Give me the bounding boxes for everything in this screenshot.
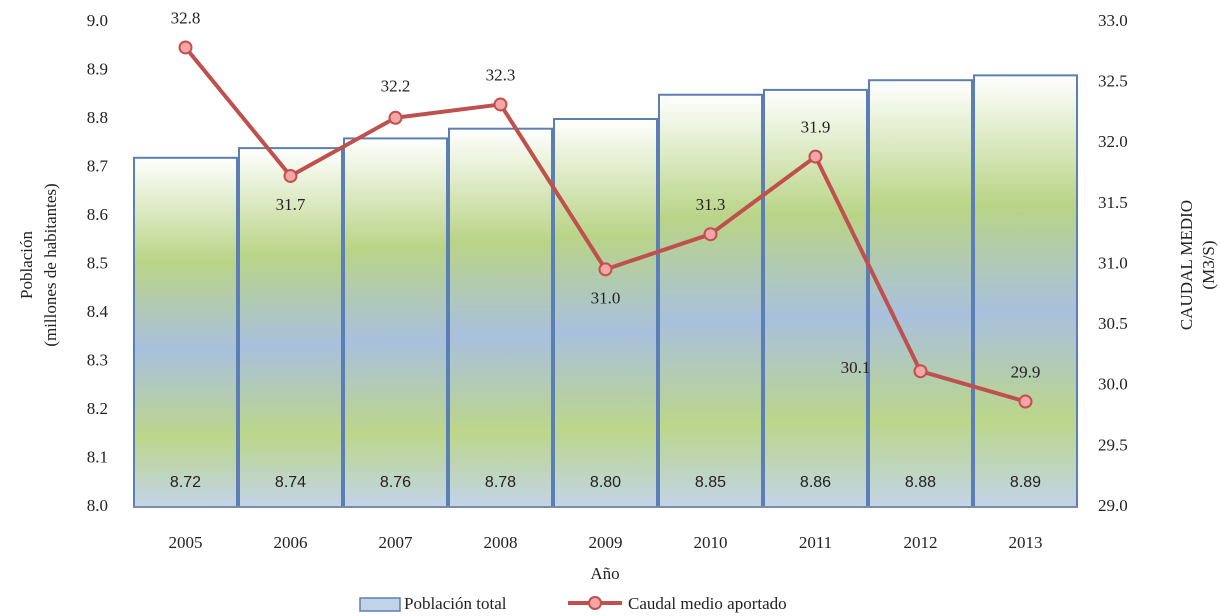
bar-value-label: 8.72 (170, 474, 201, 491)
bar-value-label: 8.88 (905, 474, 936, 491)
x-tick-label: 2010 (694, 533, 728, 552)
legend-swatch (359, 597, 401, 612)
x-axis-title: Año (590, 564, 619, 583)
y-tick-label: 8.4 (87, 302, 109, 321)
y-axis-title: (millones de habitantes) (41, 183, 60, 346)
line-marker (493, 97, 508, 112)
line-value-label: 31.3 (696, 195, 726, 214)
y2-tick-label: 32.0 (1098, 132, 1128, 151)
y-tick-label: 8.3 (87, 350, 108, 369)
y-tick-label: 8.1 (87, 447, 108, 466)
x-tick-label: 2007 (379, 533, 414, 552)
bar (343, 137, 448, 508)
bar-value-label: 8.80 (590, 474, 621, 491)
bar-value-label: 8.78 (485, 474, 516, 491)
bar (238, 147, 343, 508)
bar-value-label: 8.85 (695, 474, 726, 491)
line-value-label: 29.9 (1011, 362, 1041, 381)
y-axis-title: Población (17, 231, 36, 299)
y2-tick-label: 31.0 (1098, 253, 1128, 272)
line-value-label: 31.7 (276, 195, 306, 214)
bar (553, 118, 658, 508)
bar (658, 93, 763, 508)
line-value-label: 31.0 (591, 288, 621, 307)
y-tick-label: 8.9 (87, 59, 108, 78)
bar (133, 156, 238, 509)
bar-value-label: 8.89 (1010, 474, 1041, 491)
bar-value-label: 8.74 (275, 474, 306, 491)
y2-tick-label: 32.5 (1098, 72, 1128, 91)
bar-value-label: 8.86 (800, 474, 831, 491)
y-tick-label: 8.6 (87, 205, 108, 224)
line-value-label: 31.9 (801, 117, 831, 136)
y2-axis-title: (M3/S) (1199, 240, 1218, 289)
x-tick-label: 2005 (169, 533, 203, 552)
y2-tick-label: 31.5 (1098, 193, 1128, 212)
bar-value-label: 8.76 (380, 474, 411, 491)
x-tick-label: 2011 (799, 533, 832, 552)
y-tick-label: 8.0 (87, 496, 108, 515)
bar (868, 79, 973, 508)
bar (448, 127, 553, 508)
line-marker (913, 364, 928, 379)
legend-label: Población total (404, 594, 507, 613)
y2-tick-label: 29.5 (1098, 435, 1128, 454)
y2-axis-title: CAUDAL MEDIO (1177, 200, 1196, 330)
line-marker (1018, 394, 1033, 409)
line-marker (283, 168, 298, 183)
line-value-label: 32.8 (171, 8, 201, 27)
x-tick-label: 2009 (589, 533, 623, 552)
line-marker (178, 40, 193, 55)
line-marker (703, 227, 718, 242)
y-tick-label: 8.7 (87, 156, 109, 175)
x-tick-label: 2013 (1009, 533, 1043, 552)
line-marker (388, 110, 403, 125)
x-tick-label: 2008 (484, 533, 518, 552)
bar (973, 74, 1078, 508)
line-marker (598, 262, 613, 277)
y-tick-label: 9.0 (87, 11, 108, 30)
legend-swatch (588, 596, 602, 610)
y2-tick-label: 33.0 (1098, 11, 1128, 30)
legend-label: Caudal medio aportado (628, 594, 787, 613)
y2-tick-label: 30.5 (1098, 314, 1128, 333)
x-tick-label: 2006 (274, 533, 308, 552)
line-marker (808, 149, 823, 164)
line-value-label: 32.3 (486, 65, 516, 84)
line-value-label: 30.1 (841, 358, 871, 377)
x-tick-label: 2012 (904, 533, 938, 552)
y-tick-label: 8.8 (87, 108, 108, 127)
y-tick-label: 8.5 (87, 253, 108, 272)
y2-tick-label: 30.0 (1098, 375, 1128, 394)
y-tick-label: 8.2 (87, 399, 108, 418)
line-value-label: 32.2 (381, 77, 411, 96)
y2-tick-label: 29.0 (1098, 496, 1128, 515)
